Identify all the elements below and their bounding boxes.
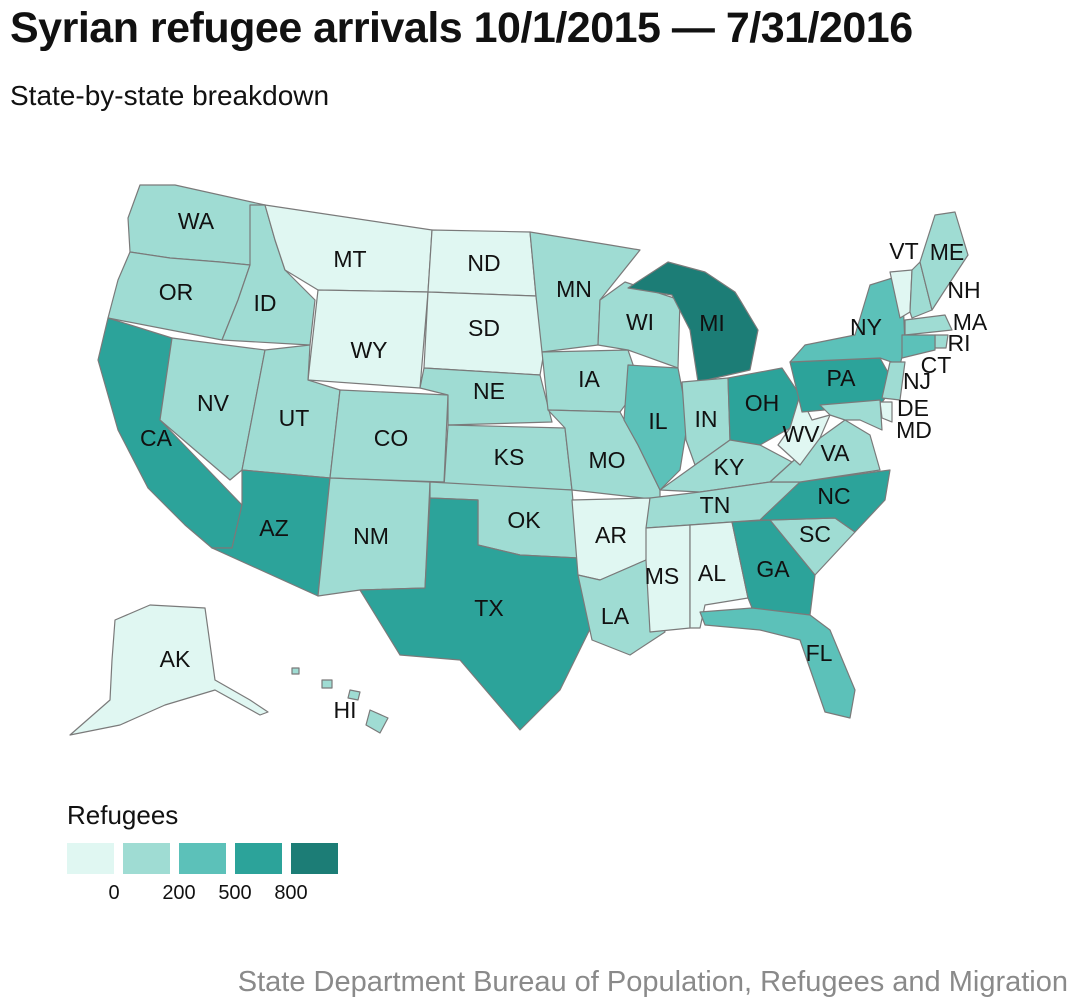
- label-wa: WA: [178, 208, 215, 234]
- state-hi-kauai: [291, 667, 300, 675]
- label-wi: WI: [626, 309, 654, 335]
- label-ri: RI: [948, 330, 971, 356]
- label-al: AL: [698, 560, 726, 586]
- label-me: ME: [930, 239, 965, 265]
- label-mi: MI: [699, 310, 725, 336]
- label-de: DE: [897, 395, 929, 421]
- state-la[interactable]: [577, 559, 666, 656]
- label-mo: MO: [588, 447, 625, 473]
- state-ct[interactable]: [901, 334, 936, 359]
- chart-title: Syrian refugee arrivals 10/1/2015 — 7/31…: [10, 4, 913, 52]
- legend-swatch-4: [291, 843, 338, 874]
- state-ms[interactable]: [645, 524, 691, 633]
- label-hi: HI: [334, 697, 357, 723]
- label-co: CO: [374, 425, 409, 451]
- legend-swatch-1: [123, 843, 170, 874]
- legend-title: Refugees: [67, 800, 179, 830]
- state-nj[interactable]: [881, 361, 906, 401]
- label-ma: MA: [953, 309, 988, 335]
- label-vt: VT: [889, 238, 918, 264]
- state-hi-oahu: [321, 679, 333, 689]
- label-mt: MT: [333, 246, 366, 272]
- label-va: VA: [821, 440, 851, 466]
- legend: Refugees 0 200 500 800: [67, 800, 367, 910]
- state-nv[interactable]: [159, 337, 266, 481]
- label-ga: GA: [756, 556, 790, 582]
- label-tn: TN: [700, 492, 731, 518]
- legend-tick-800: 800: [274, 882, 308, 904]
- label-ny: NY: [850, 314, 882, 340]
- legend-tick-200: 200: [162, 882, 196, 904]
- state-ak[interactable]: [69, 604, 269, 736]
- state-md[interactable]: [819, 399, 883, 431]
- label-nd: ND: [467, 250, 500, 276]
- state-me[interactable]: [919, 211, 969, 311]
- state-nh[interactable]: [909, 261, 933, 319]
- label-nm: NM: [353, 523, 389, 549]
- legend-swatch-0: [67, 843, 114, 874]
- label-ut: UT: [279, 405, 310, 431]
- state-hi[interactable]: [365, 709, 389, 734]
- label-ms: MS: [645, 563, 680, 589]
- label-il: IL: [648, 408, 667, 434]
- state-hi-maui: [347, 689, 361, 701]
- state-fl[interactable]: [699, 607, 856, 719]
- label-ok: OK: [507, 507, 541, 533]
- label-ak: AK: [160, 646, 191, 672]
- legend-swatch-3: [235, 843, 282, 874]
- state-il[interactable]: [623, 364, 689, 491]
- label-sc: SC: [799, 521, 831, 547]
- state-ri[interactable]: [934, 334, 949, 349]
- state-tx[interactable]: [359, 497, 593, 731]
- label-ct: CT: [921, 352, 952, 378]
- label-md: MD: [896, 417, 932, 443]
- us-choropleth-map: WA OR CA ID NV MT WY UT AZ CO NM ND SD N…: [69, 184, 988, 736]
- label-az: AZ: [259, 515, 288, 541]
- label-la: LA: [601, 603, 630, 629]
- label-wv: WV: [782, 421, 820, 447]
- label-or: OR: [159, 279, 194, 305]
- label-ne: NE: [473, 378, 505, 404]
- label-sd: SD: [468, 315, 500, 341]
- label-nh: NH: [947, 277, 980, 303]
- legend-tick-500: 500: [218, 882, 252, 904]
- label-ia: IA: [578, 366, 600, 392]
- label-ks: KS: [494, 444, 525, 470]
- label-nv: NV: [197, 390, 230, 416]
- legend-tick-0: 0: [108, 882, 120, 904]
- state-mi[interactable]: [627, 261, 759, 383]
- label-pa: PA: [827, 365, 857, 391]
- state-mo[interactable]: [547, 409, 661, 501]
- state-sd[interactable]: [423, 291, 545, 376]
- label-in: IN: [695, 406, 718, 432]
- label-oh: OH: [745, 390, 780, 416]
- label-fl: FL: [806, 640, 833, 666]
- label-nc: NC: [817, 483, 850, 509]
- chart-subtitle: State-by-state breakdown: [10, 80, 330, 111]
- state-ny[interactable]: [789, 274, 906, 366]
- label-nj: NJ: [903, 368, 931, 394]
- state-ma[interactable]: [904, 314, 953, 336]
- label-ca: CA: [140, 425, 173, 451]
- label-wy: WY: [350, 337, 387, 363]
- label-ky: KY: [714, 454, 745, 480]
- label-mn: MN: [556, 276, 592, 302]
- label-tx: TX: [474, 595, 503, 621]
- label-ar: AR: [595, 522, 627, 548]
- source-note: State Department Bureau of Population, R…: [237, 966, 1068, 998]
- label-id: ID: [254, 290, 277, 316]
- legend-swatch-2: [179, 843, 226, 874]
